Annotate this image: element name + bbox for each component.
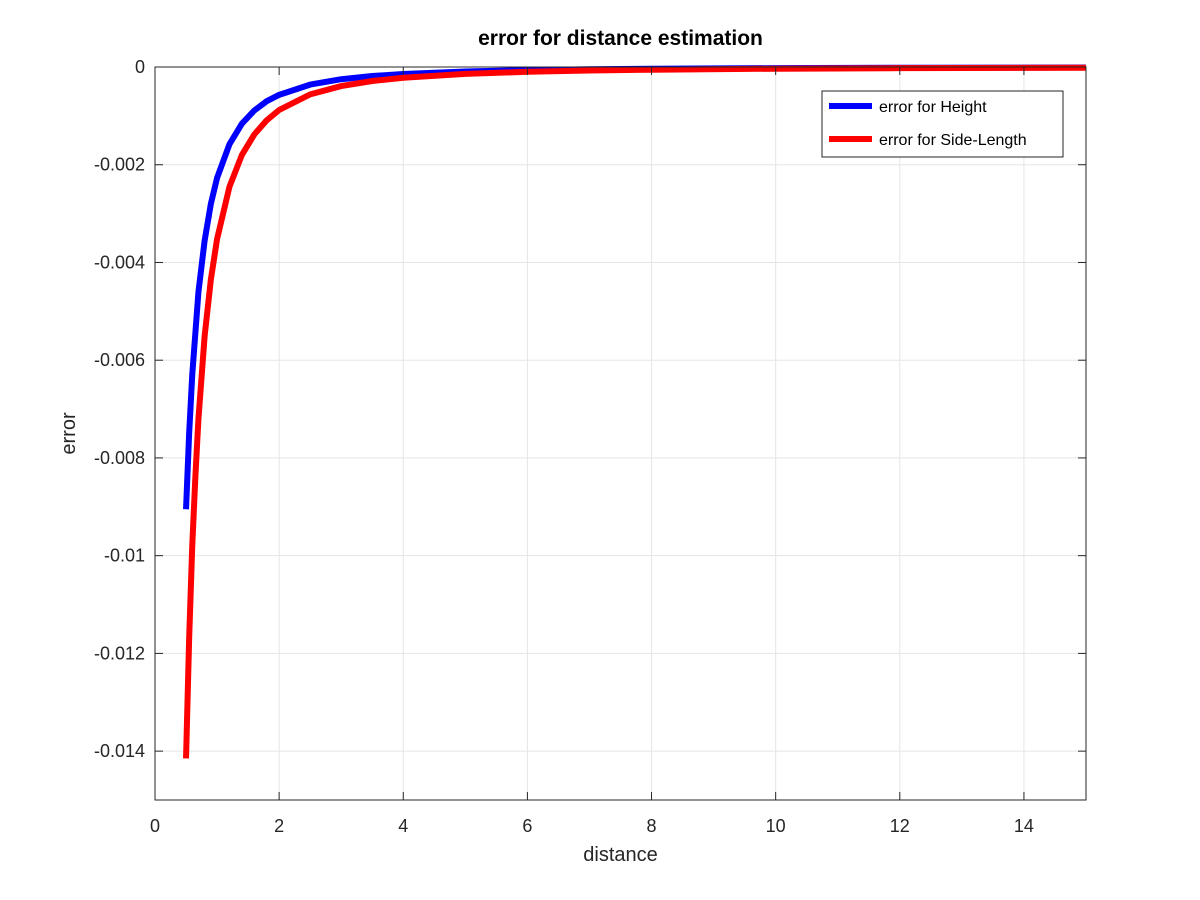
legend-label-side-length: error for Side-Length xyxy=(879,132,1027,149)
x-axis-label: distance xyxy=(583,844,658,866)
y-tick-label: -0.006 xyxy=(94,350,145,370)
x-tick-label: 10 xyxy=(766,816,786,836)
x-tick-label: 8 xyxy=(647,816,657,836)
y-tick-label: -0.004 xyxy=(94,252,145,272)
y-axis-label: error xyxy=(58,412,80,455)
series-lines xyxy=(183,64,1087,759)
grid-lines xyxy=(154,66,1086,800)
y-tick-label: -0.014 xyxy=(94,741,145,761)
x-tick-label: 0 xyxy=(150,816,160,836)
legend: error for Height error for Side-Length xyxy=(821,90,1064,158)
y-tick-label: -0.008 xyxy=(94,448,145,468)
series-line-side-length xyxy=(183,64,1087,759)
x-tick-label: 2 xyxy=(274,816,284,836)
x-tick-label: 12 xyxy=(890,816,910,836)
axes-box xyxy=(154,66,1087,801)
y-tick-label: -0.002 xyxy=(94,155,145,175)
x-tick-label: 4 xyxy=(398,816,408,836)
legend-label-height: error for Height xyxy=(879,99,987,116)
tick-labels: 0 2 4 6 8 10 12 14 0 -0.002 -0.004 -0.006 -0.008 -0.0… xyxy=(94,57,1034,836)
y-tick-label: -0.01 xyxy=(104,546,145,566)
legend-box xyxy=(821,90,1064,158)
x-tick-label: 14 xyxy=(1014,816,1034,836)
x-tick-label: 6 xyxy=(522,816,532,836)
chart-title: error for distance estimation xyxy=(478,27,763,50)
y-tick-label: -0.012 xyxy=(94,643,145,663)
axis-ticks xyxy=(154,66,1086,800)
y-tick-label: 0 xyxy=(135,57,145,77)
